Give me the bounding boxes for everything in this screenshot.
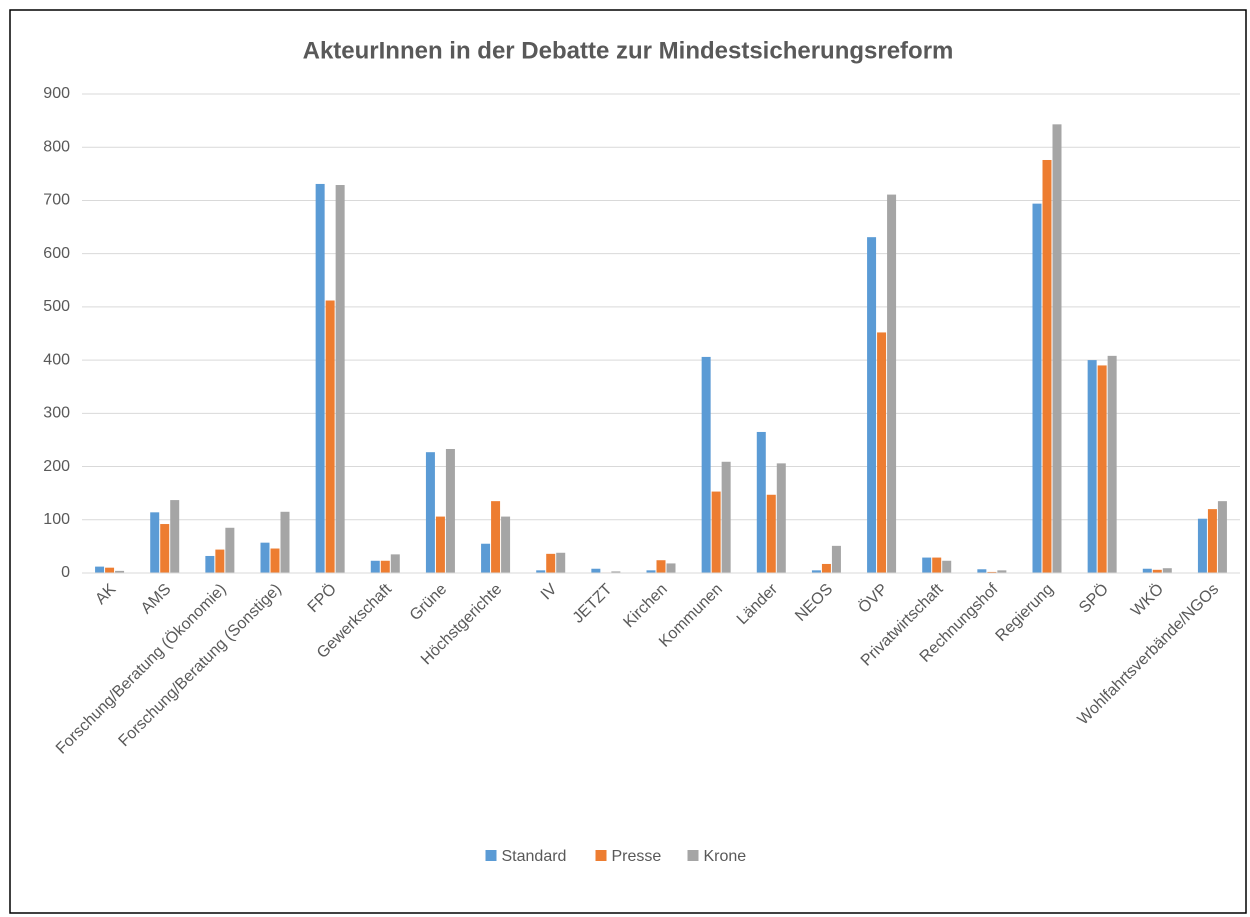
bar xyxy=(611,571,621,573)
y-tick-label: 600 xyxy=(43,245,70,262)
y-tick-label: 400 xyxy=(43,351,70,368)
bar xyxy=(987,571,997,573)
bar xyxy=(721,461,731,573)
bar xyxy=(536,570,546,573)
y-tick-label: 100 xyxy=(43,511,70,528)
bar xyxy=(932,557,942,573)
bar xyxy=(105,567,115,573)
bar xyxy=(1032,203,1042,574)
bar xyxy=(95,566,105,573)
bar xyxy=(260,542,270,573)
legend-swatch xyxy=(485,850,497,861)
bar xyxy=(160,524,170,573)
bar xyxy=(435,516,445,573)
bar xyxy=(877,332,887,573)
bar xyxy=(997,570,1007,573)
y-tick-label: 700 xyxy=(43,192,70,209)
bar xyxy=(756,431,766,573)
bar xyxy=(821,563,831,573)
bar xyxy=(977,569,987,573)
bar xyxy=(115,570,125,573)
bar xyxy=(370,560,380,573)
bar xyxy=(315,183,325,573)
bar xyxy=(1207,509,1217,573)
bar xyxy=(205,555,215,573)
bar xyxy=(1097,365,1107,573)
bar xyxy=(425,452,435,573)
y-tick-label: 200 xyxy=(43,458,70,475)
legend-swatch xyxy=(687,850,699,861)
bar xyxy=(491,501,501,573)
bar xyxy=(445,448,455,573)
legend-label: Krone xyxy=(704,848,747,865)
bar xyxy=(831,545,841,573)
bar xyxy=(656,560,666,573)
legend-swatch xyxy=(595,850,607,861)
bar xyxy=(591,568,601,573)
bar xyxy=(390,554,400,573)
legend-label: Presse xyxy=(612,848,662,865)
bar xyxy=(867,237,877,573)
bar xyxy=(887,194,897,573)
bar xyxy=(170,500,180,573)
y-tick-label: 300 xyxy=(43,405,70,422)
bar xyxy=(776,463,786,573)
bar xyxy=(811,570,821,573)
bar xyxy=(556,552,566,573)
bar xyxy=(646,570,656,573)
bar xyxy=(1042,159,1052,574)
bar xyxy=(1162,568,1172,573)
bar xyxy=(1197,518,1207,573)
bar xyxy=(225,527,235,573)
bar xyxy=(922,557,932,573)
bar xyxy=(335,185,345,573)
bar xyxy=(501,516,511,573)
bar xyxy=(546,553,556,573)
bar xyxy=(766,494,776,573)
legend-label: Standard xyxy=(502,848,567,865)
bar xyxy=(270,548,280,573)
y-tick-label: 500 xyxy=(43,298,70,315)
bar xyxy=(325,300,335,573)
bar xyxy=(1152,569,1162,573)
bar xyxy=(150,512,160,573)
y-tick-label: 0 xyxy=(61,564,70,581)
bar xyxy=(942,560,952,573)
y-tick-label: 900 xyxy=(43,85,70,102)
bar xyxy=(1052,124,1062,573)
bar xyxy=(701,356,711,573)
bar xyxy=(1217,501,1227,573)
y-tick-label: 800 xyxy=(43,138,70,155)
chart-title: AkteurInnen in der Debatte zur Mindestsi… xyxy=(303,37,954,64)
bar xyxy=(481,543,491,573)
bar xyxy=(380,560,390,573)
bar xyxy=(711,491,721,573)
bar xyxy=(280,511,290,573)
bar xyxy=(1087,360,1097,573)
bar xyxy=(1107,355,1117,573)
bar xyxy=(1142,568,1152,573)
bar xyxy=(666,563,676,573)
bar xyxy=(215,549,225,573)
